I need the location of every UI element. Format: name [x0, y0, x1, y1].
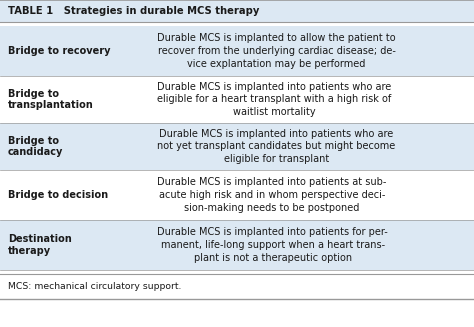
Text: MCS: mechanical circulatory support.: MCS: mechanical circulatory support.: [8, 282, 182, 291]
Text: Durable MCS is implanted into patients who are
eligible for a heart transplant w: Durable MCS is implanted into patients w…: [157, 82, 392, 117]
Bar: [0, 123, 474, 170]
Text: Durable MCS is implanted into patients at sub-
acute high risk and in whom persp: Durable MCS is implanted into patients a…: [157, 177, 387, 213]
Text: Durable MCS is implanted into patients for per-
manent, life-long support when a: Durable MCS is implanted into patients f…: [157, 227, 388, 263]
Bar: [0, 274, 474, 299]
Text: Durable MCS is implanted to allow the patient to
recover from the underlying car: Durable MCS is implanted to allow the pa…: [157, 33, 396, 69]
Text: TABLE 1   Strategies in durable MCS therapy: TABLE 1 Strategies in durable MCS therap…: [8, 6, 259, 16]
Bar: [0, 220, 474, 270]
Text: Destination
therapy: Destination therapy: [8, 234, 72, 256]
Bar: [0, 76, 474, 123]
Bar: [0, 0, 474, 22]
Text: Bridge to
transplantation: Bridge to transplantation: [8, 89, 94, 110]
Text: Bridge to
candidacy: Bridge to candidacy: [8, 136, 64, 157]
Text: Bridge to decision: Bridge to decision: [8, 190, 108, 200]
Bar: [0, 170, 474, 220]
Text: Durable MCS is implanted into patients who are
not yet transplant candidates but: Durable MCS is implanted into patients w…: [157, 129, 396, 164]
Text: Bridge to recovery: Bridge to recovery: [8, 46, 110, 56]
Bar: [0, 26, 474, 76]
